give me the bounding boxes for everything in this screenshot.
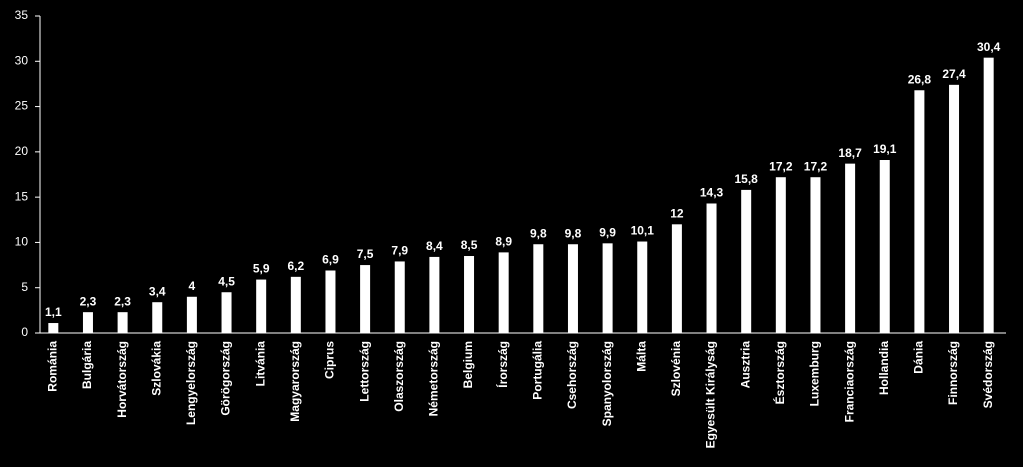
bar <box>325 270 336 333</box>
y-tick-label: 35 <box>15 8 29 22</box>
value-label: 9,8 <box>565 226 582 240</box>
bar <box>429 256 440 333</box>
bar <box>983 57 994 334</box>
value-label: 9,9 <box>599 226 616 240</box>
bar <box>117 312 128 333</box>
value-label: 14,3 <box>700 186 724 200</box>
y-tick-label: 20 <box>15 144 29 158</box>
value-label: 1,1 <box>45 305 62 319</box>
bar <box>498 252 509 333</box>
bar <box>879 160 890 333</box>
x-tick-label: Dánia <box>912 341 926 374</box>
bar <box>394 261 405 333</box>
value-label: 7,9 <box>391 244 408 258</box>
value-label: 19,1 <box>873 142 897 156</box>
x-tick-label: Finnország <box>946 341 960 405</box>
y-tick-label: 0 <box>21 325 28 339</box>
x-tick-label: Portugália <box>530 341 544 400</box>
x-tick-label: Németország <box>427 341 441 416</box>
value-label: 3,4 <box>149 284 166 298</box>
value-label: 9,8 <box>530 226 547 240</box>
value-label: 6,2 <box>287 259 304 273</box>
x-tick-label: Svédország <box>981 341 995 408</box>
x-tick-label: Spanyolország <box>600 341 614 426</box>
value-label: 17,2 <box>804 159 828 173</box>
x-tick-label: Málta <box>634 341 648 372</box>
value-label: 27,4 <box>942 67 966 81</box>
value-label: 15,8 <box>734 172 758 186</box>
bar <box>464 256 475 333</box>
value-label: 18,7 <box>838 146 862 160</box>
value-label: 7,5 <box>357 247 374 261</box>
bar <box>741 189 752 333</box>
x-tick-label: Belgium <box>461 341 475 388</box>
bar <box>290 276 301 333</box>
x-tick-label: Szlovákia <box>149 341 163 396</box>
bar <box>533 244 544 333</box>
bar <box>360 265 371 333</box>
y-tick-label: 10 <box>15 235 29 249</box>
bar <box>567 244 578 333</box>
x-tick-label: Bulgária <box>80 341 94 389</box>
x-tick-label: Románia <box>45 341 59 392</box>
bar <box>48 323 59 333</box>
bar <box>221 292 232 333</box>
x-tick-label: Csehország <box>565 341 579 409</box>
y-tick-label: 5 <box>21 280 28 294</box>
value-label: 4,5 <box>218 274 235 288</box>
value-label: 8,5 <box>461 238 478 252</box>
value-label: 26,8 <box>908 72 932 86</box>
x-tick-label: Ausztria <box>738 341 752 389</box>
value-label: 10,1 <box>631 224 655 238</box>
x-tick-label: Lengyelország <box>184 341 198 425</box>
x-tick-label: Írország <box>495 341 510 388</box>
bar <box>775 177 786 333</box>
bar <box>82 312 93 333</box>
value-label: 8,4 <box>426 239 443 253</box>
y-tick-label: 25 <box>15 99 29 113</box>
bar <box>602 243 613 333</box>
bar <box>152 302 163 333</box>
bar <box>845 163 856 333</box>
x-tick-label: Horvátország <box>115 341 129 418</box>
x-tick-label: Franciaország <box>842 341 856 422</box>
x-tick-label: Lettország <box>357 341 371 402</box>
y-tick-label: 30 <box>15 53 29 67</box>
value-label: 4 <box>189 279 196 293</box>
x-tick-label: Észtország <box>772 341 787 404</box>
value-label: 12 <box>670 206 684 220</box>
x-tick-label: Szlovénia <box>669 341 683 397</box>
x-tick-label: Olaszország <box>392 341 406 412</box>
bar <box>186 296 197 333</box>
value-label: 8,9 <box>495 235 512 249</box>
bar <box>949 84 960 333</box>
value-label: 5,9 <box>253 262 270 276</box>
x-tick-label: Luxemburg <box>808 341 822 406</box>
bar <box>706 203 717 333</box>
bar <box>671 224 682 333</box>
bar <box>256 279 267 333</box>
y-tick-label: 15 <box>15 189 29 203</box>
value-label: 30,4 <box>977 40 1001 54</box>
x-tick-label: Egyesült Királyság <box>704 341 718 448</box>
x-tick-label: Litvánia <box>253 341 267 387</box>
bar <box>637 241 648 333</box>
x-tick-label: Görögország <box>219 341 233 416</box>
x-tick-label: Hollandia <box>877 341 891 395</box>
x-tick-label: Magyarország <box>288 341 302 422</box>
x-tick-label: Ciprus <box>323 341 337 379</box>
value-label: 2,3 <box>80 294 97 308</box>
value-label: 17,2 <box>769 159 793 173</box>
bar <box>914 90 925 333</box>
bar <box>810 177 821 333</box>
value-label: 2,3 <box>114 294 131 308</box>
value-label: 6,9 <box>322 253 339 267</box>
